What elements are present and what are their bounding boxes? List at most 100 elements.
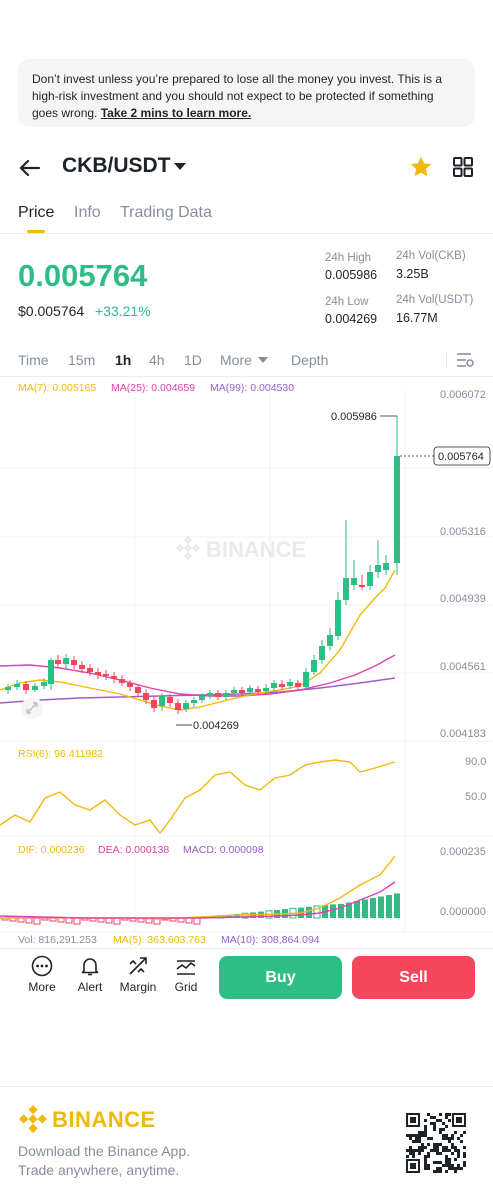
- macd-bar: [234, 914, 240, 918]
- volume-base-label: 24h Vol(CKB): [396, 250, 466, 262]
- active-tab-indicator: [27, 230, 45, 233]
- candle-body: [63, 658, 69, 664]
- ma25-legend: MA(25): 0.004659: [111, 382, 196, 394]
- high-marker: 0.005986: [331, 411, 397, 423]
- candle-body: [48, 660, 54, 684]
- candle-body: [151, 700, 157, 708]
- tab-info[interactable]: Info: [74, 204, 101, 221]
- macd-bar: [105, 917, 113, 924]
- candle-body: [279, 684, 285, 687]
- volume-base-value: 3.25B: [396, 267, 429, 281]
- high-marker-label: 0.005986: [331, 411, 377, 423]
- trading-pair-title[interactable]: CKB/USDT: [62, 154, 171, 177]
- candle-body: [41, 682, 47, 686]
- candle-body: [263, 688, 269, 691]
- candle-body: [119, 679, 125, 683]
- interval-1h[interactable]: 1h: [115, 352, 132, 368]
- candle-body: [303, 672, 309, 687]
- more-button[interactable]: More: [22, 955, 62, 994]
- favorite-star-icon[interactable]: [408, 154, 434, 180]
- macd-bar: [306, 906, 312, 918]
- volume-ma5-legend: MA(5): 363,603.763: [113, 934, 206, 946]
- tab-price[interactable]: Price: [18, 204, 55, 221]
- tab-trading-data[interactable]: Trading Data: [120, 204, 212, 221]
- macd-bar: [313, 905, 321, 919]
- macd-bar: [394, 893, 400, 918]
- macd-bar: [17, 917, 25, 923]
- macd-histogram: [1, 893, 400, 925]
- high-value: 0.005986: [325, 268, 378, 282]
- interval-4h[interactable]: 4h: [149, 352, 165, 368]
- volume-legend: Vol: 816,291.253: [18, 934, 97, 946]
- candle-body: [175, 703, 181, 710]
- candle-body: [287, 682, 293, 686]
- candle-body: [167, 697, 173, 703]
- more-caret-icon[interactable]: [258, 357, 268, 363]
- back-arrow-icon[interactable]: [18, 156, 42, 180]
- macd-bar: [193, 917, 201, 925]
- macd-bar: [386, 895, 392, 918]
- high-label: 24h High: [325, 252, 372, 264]
- candle-body: [335, 600, 341, 636]
- candle-body: [71, 660, 77, 665]
- volume-quote-value: 16.77M: [396, 311, 438, 325]
- grid-button[interactable]: Grid: [166, 955, 206, 994]
- margin-button[interactable]: Margin: [118, 955, 158, 994]
- layout-grid-icon[interactable]: [452, 156, 474, 178]
- download-app-footer: BINANCE Download the Binance App. Trade …: [0, 1086, 493, 1200]
- interval-bar: Time 15m 1h 4h 1D More Depth: [0, 345, 493, 377]
- low-marker-label: 0.004269: [193, 720, 239, 732]
- qr-code-icon[interactable]: [406, 1113, 466, 1173]
- dif-legend: DIF: 0.000236: [18, 844, 85, 856]
- ma7-legend: MA(7): 0.005165: [18, 382, 97, 394]
- macd-axis-label: 0.000235: [440, 846, 486, 858]
- candles: [5, 416, 400, 714]
- last-price-tag-label: 0.005764: [438, 451, 484, 463]
- price-axis-label: 0.004561: [440, 661, 486, 673]
- candle-body: [207, 693, 213, 696]
- candle-body: [375, 565, 381, 572]
- candle-body: [103, 674, 109, 676]
- fullscreen-icon[interactable]: [21, 697, 43, 719]
- interval-time[interactable]: Time: [18, 352, 49, 368]
- binance-logo-icon[interactable]: [18, 1105, 48, 1133]
- pair-dropdown-icon[interactable]: [174, 163, 186, 170]
- candle-body: [215, 693, 221, 697]
- interval-1d[interactable]: 1D: [184, 352, 202, 368]
- macd-bar: [57, 917, 65, 923]
- interval-15m[interactable]: 15m: [68, 352, 96, 368]
- alert-button[interactable]: Alert: [70, 955, 110, 994]
- rsi-legend: RSI(6): 96.411982: [18, 748, 104, 760]
- learn-more-link[interactable]: Take 2 mins to learn more.: [100, 106, 252, 120]
- download-text: Download the Binance App.: [18, 1143, 191, 1159]
- volume-ma10-legend: MA(10): 308,864.094: [221, 934, 320, 946]
- macd-bar: [378, 896, 384, 918]
- macd-axis-label: 0.000000: [440, 906, 486, 918]
- trade-anywhere-text: Trade anywhere, anytime.: [18, 1162, 180, 1178]
- macd-bar: [338, 904, 344, 918]
- candle-body: [135, 687, 141, 693]
- interval-more[interactable]: More: [220, 352, 252, 368]
- price-axis-label: 0.004183: [440, 728, 486, 740]
- price-change-percent: +33.21%: [95, 303, 151, 319]
- candle-body: [343, 578, 349, 600]
- sell-button[interactable]: Sell: [352, 956, 475, 999]
- candle-body: [5, 687, 11, 690]
- candle-body: [95, 672, 101, 675]
- candle-body: [394, 456, 400, 563]
- candle-body: [367, 572, 373, 586]
- candle-body: [295, 683, 301, 687]
- candle-body: [223, 693, 229, 697]
- volume-quote-label: 24h Vol(USDT): [396, 294, 474, 306]
- low-marker: 0.004269: [176, 720, 239, 732]
- candle-body: [319, 646, 325, 660]
- ma99-legend: MA(99): 0.004530: [210, 382, 295, 394]
- chart-settings-icon[interactable]: [455, 351, 475, 369]
- ma7-line: [0, 569, 396, 711]
- macd-bar: [25, 917, 33, 924]
- macd-bar: [330, 904, 336, 918]
- low-label: 24h Low: [325, 296, 369, 308]
- candlestick-chart[interactable]: BINANCE 0.006072 0.005316 0.004939 0.004…: [0, 378, 493, 948]
- interval-depth[interactable]: Depth: [291, 352, 329, 368]
- buy-button[interactable]: Buy: [219, 956, 342, 999]
